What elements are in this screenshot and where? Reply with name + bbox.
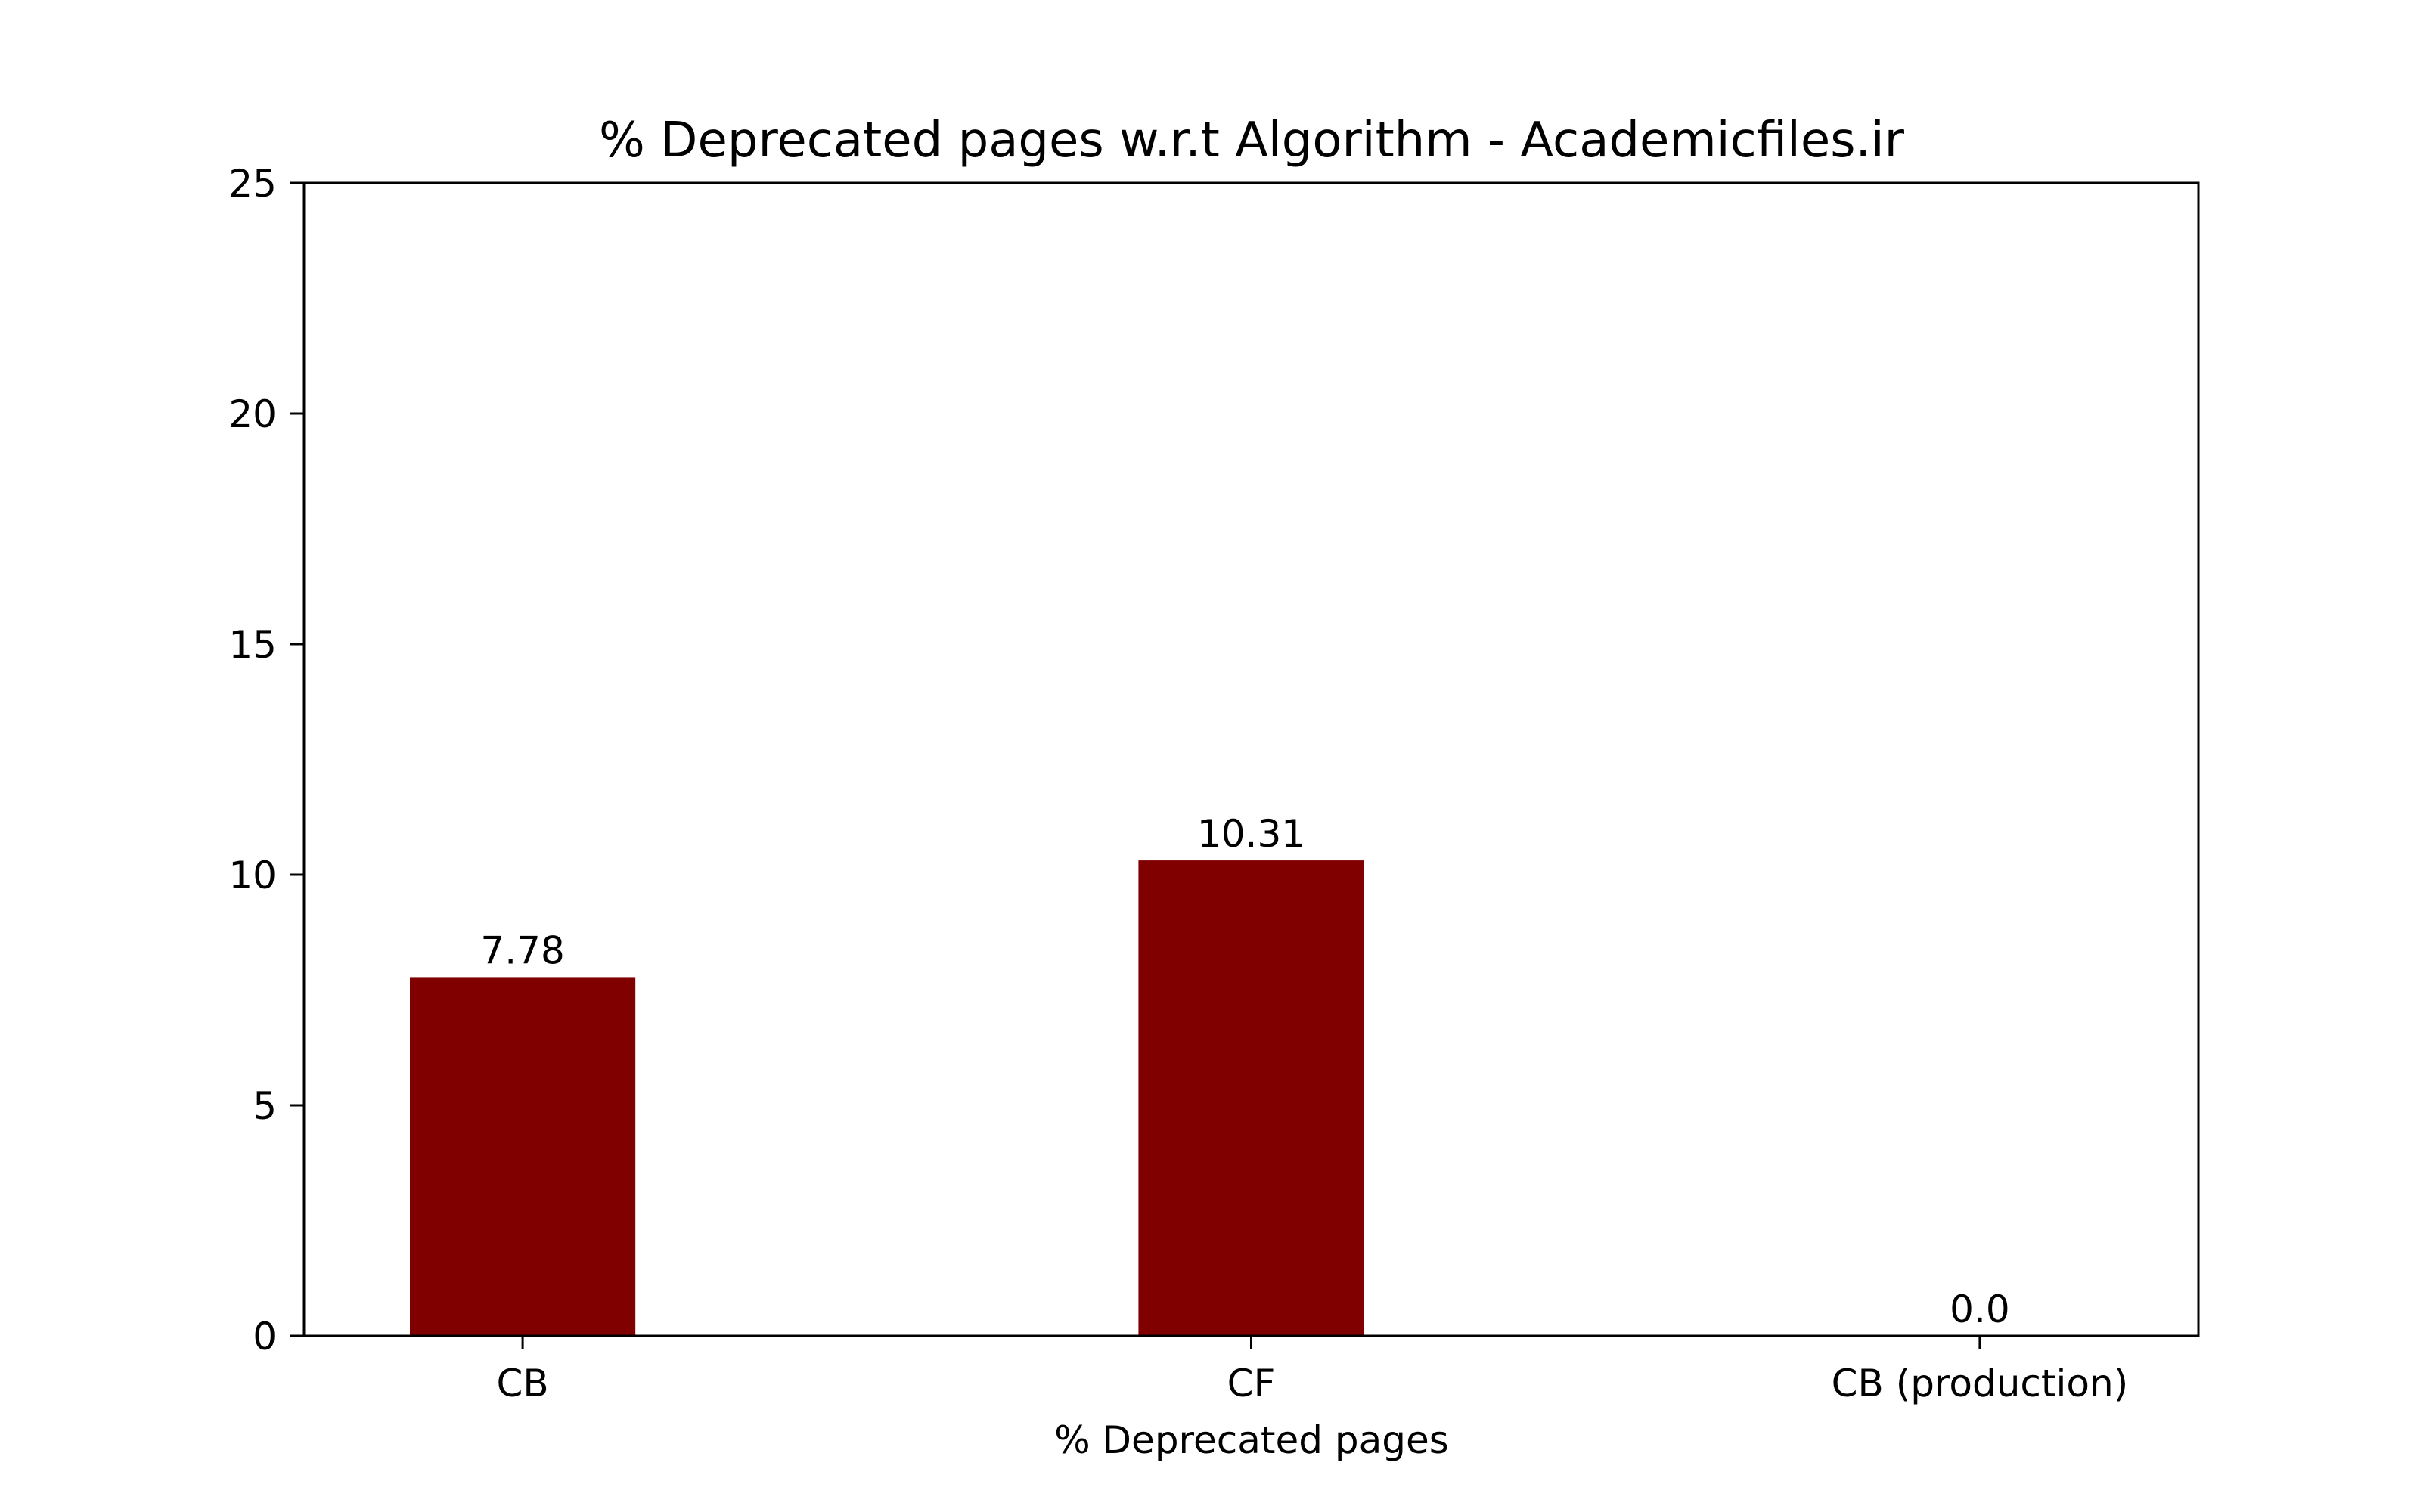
y-tick-label: 15 [228, 623, 277, 667]
bars-group [410, 860, 1364, 1336]
x-tick-label: CB [496, 1362, 548, 1405]
x-tick-label: CF [1227, 1362, 1276, 1405]
x-axis-label: % Deprecated pages [1054, 1418, 1449, 1462]
y-tick-label: 0 [253, 1315, 277, 1359]
bar-cf [1138, 860, 1364, 1336]
data-label: 0.0 [1950, 1287, 2010, 1331]
data-labels-group: 7.78 10.31 0.0 [480, 812, 2009, 1331]
data-label: 10.31 [1197, 812, 1305, 856]
y-tick-label: 10 [228, 854, 277, 897]
y-tick-label: 25 [228, 162, 277, 206]
data-label: 7.78 [480, 928, 564, 972]
x-tick-label: CB (production) [1832, 1362, 2129, 1405]
plot-frame [302, 181, 2200, 1337]
bar-cb [410, 977, 636, 1336]
y-tick-label: 5 [253, 1084, 277, 1128]
x-axis: CB CF CB (production) [496, 1336, 2128, 1405]
y-tick-label: 20 [228, 392, 277, 436]
y-axis: 0 5 10 15 20 25 [228, 162, 304, 1359]
chart-title: % Deprecated pages w.r.t Algorithm - Aca… [599, 113, 1905, 169]
